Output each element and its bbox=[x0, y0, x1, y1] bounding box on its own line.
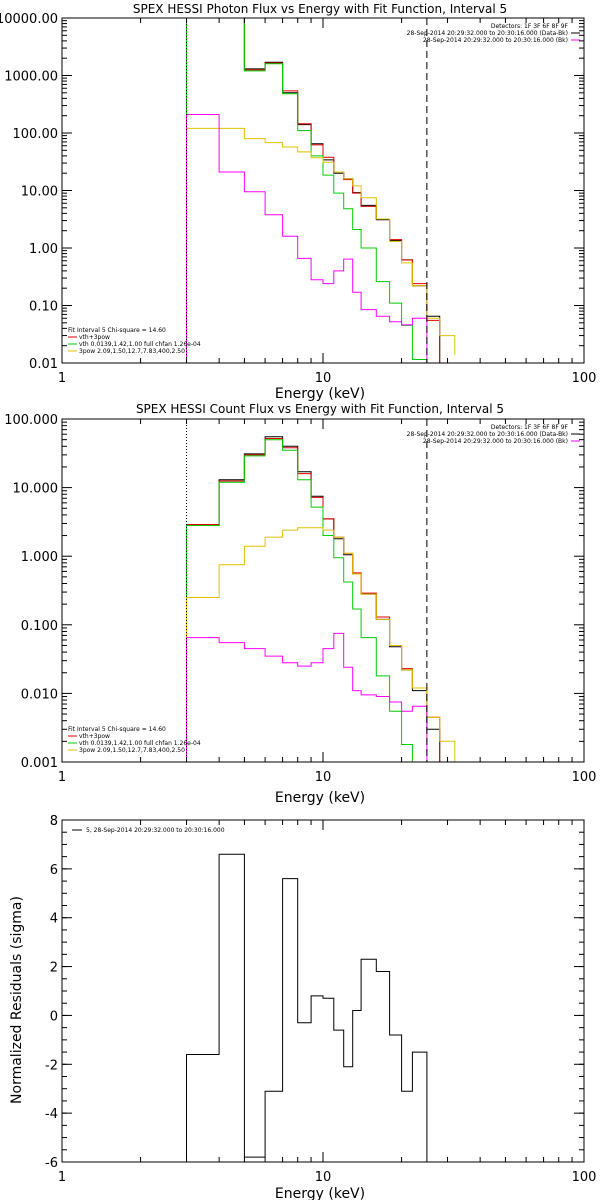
legend-entry: 28-Sep-2014 20:29:32.000 to 20:30:16.000… bbox=[423, 438, 568, 445]
plot-area bbox=[186, 419, 456, 762]
plot-area bbox=[186, 18, 456, 363]
y-tick-label: 1.00 bbox=[29, 242, 58, 257]
legend-entry: Detectors: 1F 3F 6F 8F 9F bbox=[491, 424, 569, 431]
x-tick-label: 10 bbox=[315, 1170, 332, 1185]
y-tick-label: 100.000 bbox=[4, 413, 58, 428]
y-tick-label: 1000.00 bbox=[4, 70, 58, 85]
series-line bbox=[186, 18, 428, 363]
x-tick-label: 100 bbox=[572, 770, 597, 785]
y-tick-label: 4 bbox=[50, 912, 58, 927]
legend-entry: Fit Interval 5 Chi-square = 14.60 bbox=[68, 726, 166, 733]
x-tick-label: 100 bbox=[572, 371, 597, 386]
y-axis-label: Normalized Residuals (sigma) bbox=[9, 896, 25, 1104]
residuals-chart: Energy (keV) Normalized Residuals (sigma… bbox=[9, 814, 596, 1200]
legend-entry: vth+3pow bbox=[79, 334, 110, 341]
plot-frame bbox=[61, 418, 585, 763]
y-tick-label: 0 bbox=[50, 1009, 58, 1024]
series-line bbox=[186, 114, 428, 363]
x-tick-label: 1 bbox=[58, 770, 66, 785]
legend-entry: 28-Sep-2014 20:29:32.000 to 20:30:16.000… bbox=[423, 37, 568, 44]
legend-entry: vth 0.0139,1.42,1.00 full chfan 1.26e-04 bbox=[79, 341, 201, 348]
legend-entry: Fit Interval 5 Chi-square = 14.60 bbox=[68, 327, 166, 334]
y-tick-label: 100.00 bbox=[13, 127, 59, 142]
y-tick-label: 0.010 bbox=[21, 687, 58, 702]
y-tick-label: 10000.00 bbox=[0, 12, 58, 27]
legend-entry: 3pow 2.09,1.50,12.7,7.83,400,2.50 bbox=[79, 348, 185, 355]
legend-entry: Detectors: 1F 3F 6F 8F 9F bbox=[491, 23, 569, 30]
x-axis-label: Energy (keV) bbox=[275, 386, 365, 402]
count-flux-chart: SPEX HESSI Count Flux vs Energy with Fit… bbox=[4, 402, 596, 806]
photon-flux-chart: SPEX HESSI Photon Flux vs Energy with Fi… bbox=[0, 2, 596, 402]
chart-title: SPEX HESSI Photon Flux vs Energy with Fi… bbox=[133, 2, 507, 16]
y-tick-label: -2 bbox=[45, 1058, 58, 1073]
legend-entry: 28-Sep-2014 20:29:32.000 to 20:30:16.000… bbox=[407, 30, 568, 37]
series-line bbox=[186, 439, 413, 762]
chart-title: SPEX HESSI Count Flux vs Energy with Fit… bbox=[136, 402, 504, 416]
y-tick-label: 10.00 bbox=[21, 185, 58, 200]
x-tick-label: 1 bbox=[58, 1170, 66, 1185]
y-tick-label: 0.01 bbox=[29, 357, 58, 372]
y-tick-label: 6 bbox=[50, 863, 58, 878]
legend-entry: 3pow 2.09,1.50,12.7,7.83,400,2.50 bbox=[79, 747, 185, 754]
series-line bbox=[186, 127, 456, 363]
y-tick-label: 0.001 bbox=[21, 756, 58, 771]
legend-entry: 28-Sep-2014 20:29:32.000 to 20:30:16.000… bbox=[407, 431, 568, 438]
series-line bbox=[186, 853, 428, 1162]
series-line bbox=[186, 632, 428, 762]
x-axis-label: Energy (keV) bbox=[275, 1186, 365, 1200]
x-tick-label: 1 bbox=[58, 371, 66, 386]
x-tick-label: 10 bbox=[315, 371, 332, 386]
y-tick-label: 0.10 bbox=[29, 300, 58, 315]
y-tick-label: -6 bbox=[45, 1156, 58, 1171]
x-tick-label: 10 bbox=[315, 770, 332, 785]
legend-entry: vth+3pow bbox=[79, 733, 110, 740]
x-axis-label: Energy (keV) bbox=[275, 790, 365, 806]
y-tick-label: 1.000 bbox=[21, 550, 58, 565]
y-tick-label: -4 bbox=[45, 1107, 58, 1122]
legend-entry: vth 0.0139,1.42,1.00 full chfan 1.26e-04 bbox=[79, 740, 201, 747]
plot-frame bbox=[61, 17, 585, 364]
y-tick-label: 2 bbox=[50, 961, 58, 976]
y-tick-label: 0.100 bbox=[21, 619, 58, 634]
plot-area bbox=[186, 853, 428, 1162]
plot-frame bbox=[61, 819, 585, 1163]
x-tick-label: 100 bbox=[572, 1170, 597, 1185]
legend-entry: 5, 28-Sep-2014 20:29:32.000 to 20:30:16.… bbox=[86, 827, 225, 834]
series-line bbox=[186, 527, 456, 762]
y-tick-label: 10.000 bbox=[13, 482, 59, 497]
y-tick-label: 8 bbox=[50, 814, 58, 829]
